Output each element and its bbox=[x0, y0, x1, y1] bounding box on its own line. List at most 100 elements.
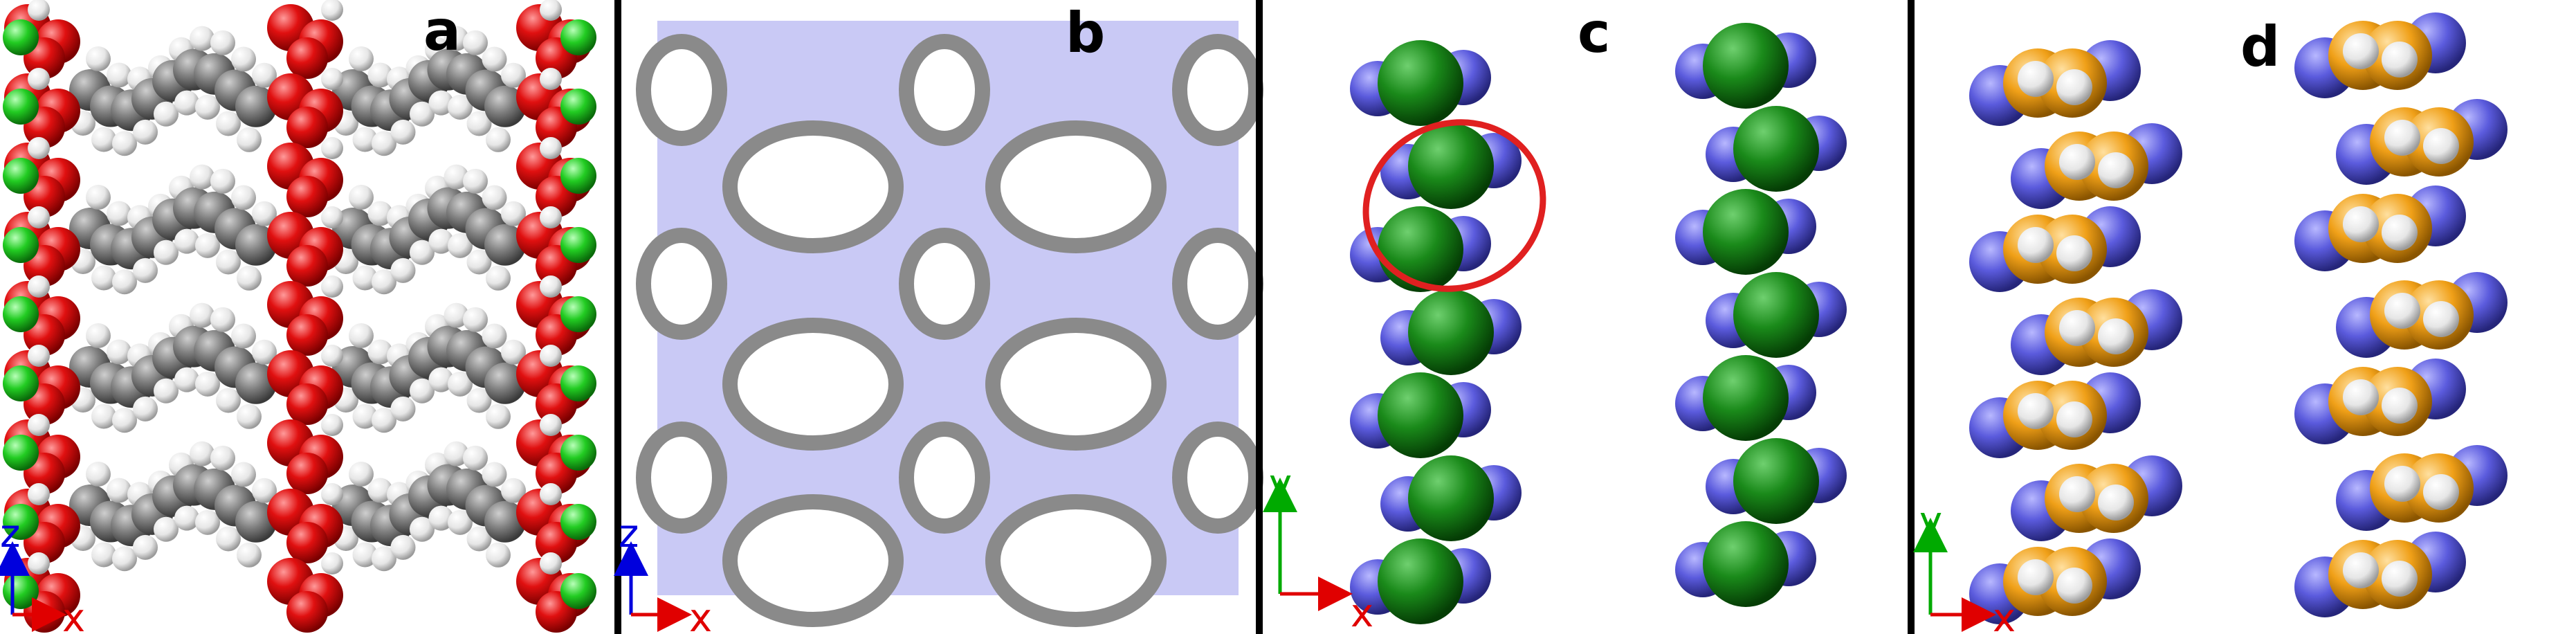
carbon-atom bbox=[484, 362, 526, 404]
hydrogen-atom bbox=[133, 257, 158, 283]
metal-atom bbox=[1408, 289, 1494, 375]
hydrogen-atom bbox=[86, 323, 111, 348]
hydrogen-atom bbox=[195, 94, 220, 120]
hydrogen-atom bbox=[2384, 466, 2420, 502]
carbon-atom bbox=[484, 500, 526, 543]
hydrogen-atom bbox=[2384, 293, 2420, 329]
hydrogen-atom bbox=[86, 46, 111, 71]
panel-d-axis-vertical: y bbox=[1919, 499, 1942, 544]
chlorine-atom bbox=[560, 435, 596, 471]
metal-atom bbox=[1703, 189, 1789, 275]
hydrogen-atom bbox=[466, 526, 492, 552]
hydrogen-atom bbox=[2059, 144, 2095, 180]
panel-a-label: a bbox=[423, 0, 461, 63]
panel-b-axis-indicator: z x bbox=[614, 511, 712, 634]
hydrogen-atom bbox=[2343, 379, 2379, 415]
hydrogen-atom bbox=[352, 127, 378, 152]
panel-a: a z x bbox=[0, 0, 596, 634]
hydrogen-atom bbox=[107, 339, 131, 365]
hydrogen-atom bbox=[195, 233, 220, 258]
hydrogen-atom bbox=[28, 552, 50, 574]
hydrogen-atom bbox=[231, 46, 256, 72]
hydrogen-atom bbox=[91, 127, 116, 152]
hydrogen-atom bbox=[463, 30, 488, 55]
carbon-atom bbox=[484, 85, 526, 127]
hydrogen-atom bbox=[372, 546, 396, 572]
metal-atom bbox=[1408, 455, 1494, 541]
hydrogen-atom bbox=[112, 131, 137, 156]
hydrogen-atom bbox=[352, 404, 378, 429]
hydrogen-atom bbox=[190, 302, 214, 328]
carbon-atom bbox=[235, 224, 277, 266]
hydrogen-atom bbox=[174, 90, 199, 116]
hydrogen-atom bbox=[501, 201, 526, 226]
chlorine-atom bbox=[3, 573, 39, 609]
hydrogen-atom bbox=[486, 542, 511, 568]
hydrogen-atom bbox=[444, 302, 469, 328]
chlorine-atom bbox=[560, 573, 596, 609]
pore-hole bbox=[1180, 429, 1256, 526]
hydrogen-atom bbox=[216, 249, 241, 275]
hydrogen-atom bbox=[210, 168, 235, 194]
panel-b: b z x bbox=[614, 1, 1263, 634]
hydrogen-atom bbox=[428, 505, 454, 531]
hydrogen-atom bbox=[367, 339, 393, 365]
hydrogen-atom bbox=[463, 168, 488, 194]
hydrogen-atom bbox=[448, 509, 473, 535]
hydrogen-atom bbox=[112, 269, 137, 295]
hydrogen-atom bbox=[448, 233, 473, 258]
pore-hole bbox=[730, 325, 896, 443]
panel-b-axis-horizontal: x bbox=[689, 596, 712, 634]
hydrogen-atom bbox=[352, 542, 378, 568]
hydrogen-atom bbox=[482, 185, 507, 210]
hydrogen-atom bbox=[2382, 42, 2418, 78]
hydrogen-atom bbox=[372, 408, 396, 433]
hydrogen-atom bbox=[2384, 120, 2420, 156]
hydrogen-atom bbox=[2382, 388, 2418, 424]
hydrogen-atom bbox=[486, 404, 511, 429]
hydrogen-atom bbox=[2018, 227, 2054, 263]
hydrogen-atom bbox=[91, 542, 116, 568]
panel-c-label: c bbox=[1578, 1, 1610, 65]
hydrogen-atom bbox=[2382, 215, 2418, 251]
panel-b-label: b bbox=[1066, 1, 1105, 65]
metal-atom bbox=[1703, 23, 1789, 109]
hydrogen-atom bbox=[112, 408, 137, 433]
chlorine-atom bbox=[3, 19, 39, 55]
hydrogen-atom bbox=[86, 185, 111, 210]
chlorine-atom bbox=[3, 227, 39, 263]
hydrogen-atom bbox=[367, 478, 393, 503]
hydrogen-atom bbox=[444, 441, 469, 467]
hydrogen-atom bbox=[390, 257, 416, 283]
metal-atom bbox=[1378, 206, 1463, 292]
oxygen-atom bbox=[286, 383, 328, 425]
hydrogen-atom bbox=[174, 505, 199, 531]
hydrogen-atom bbox=[540, 68, 562, 90]
panel-d-axis-indicator: y x bbox=[1913, 499, 2016, 634]
panel-a-molecular-framework bbox=[3, 0, 596, 633]
hydrogen-atom bbox=[501, 339, 526, 365]
hydrogen-atom bbox=[107, 478, 131, 503]
oxygen-atom bbox=[286, 176, 328, 217]
metal-atom bbox=[1378, 372, 1463, 458]
hydrogen-atom bbox=[540, 414, 562, 436]
hydrogen-atom bbox=[2098, 484, 2134, 520]
pore-hole bbox=[906, 235, 983, 332]
hydrogen-atom bbox=[466, 111, 492, 136]
panel-a-axis-vertical: z bbox=[0, 511, 20, 556]
hydrogen-atom bbox=[321, 414, 343, 436]
hydrogen-atom bbox=[349, 323, 374, 348]
metal-atom bbox=[1378, 538, 1463, 624]
hydrogen-atom bbox=[91, 404, 116, 429]
hydrogen-atom bbox=[448, 371, 473, 397]
pore-wall bbox=[899, 422, 990, 534]
carbon-atom bbox=[235, 362, 277, 404]
chlorine-atom bbox=[560, 89, 596, 125]
hydrogen-atom bbox=[2098, 318, 2134, 354]
hydrogen-atom bbox=[237, 127, 262, 152]
metal-atom bbox=[1703, 521, 1789, 607]
hydrogen-atom bbox=[540, 0, 562, 21]
hydrogen-atom bbox=[372, 131, 396, 156]
hydrogen-atom bbox=[466, 249, 492, 275]
pore-hole bbox=[643, 235, 720, 332]
